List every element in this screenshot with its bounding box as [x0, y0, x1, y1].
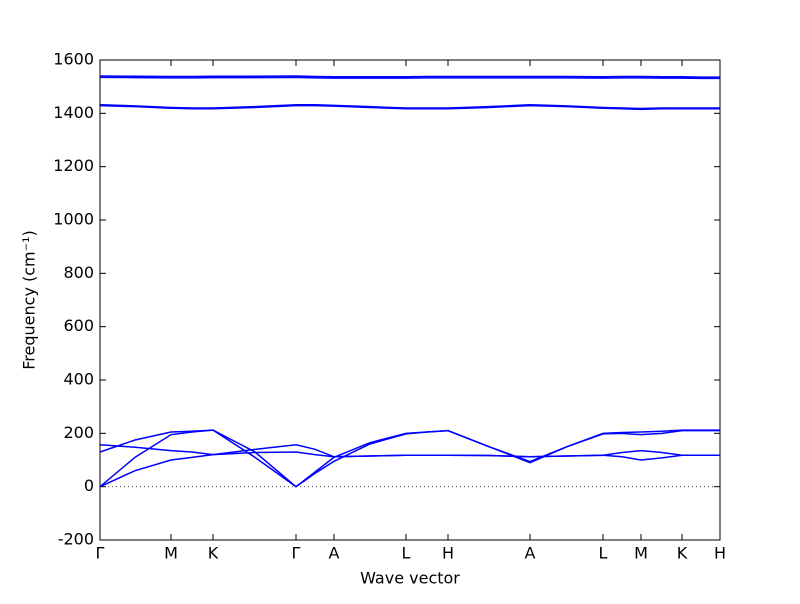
y-tick-label: 1000: [53, 210, 94, 229]
x-tick-label: K: [208, 544, 219, 563]
y-tick-label: 1600: [53, 50, 94, 69]
y-tick-label: 1200: [53, 156, 94, 175]
y-tick-label: 800: [63, 263, 94, 282]
x-axis-label: Wave vector: [360, 569, 460, 588]
y-axis-label: Frequency (cm⁻¹): [20, 230, 39, 369]
y-tick-label: 600: [63, 316, 94, 335]
band-line: [99, 104, 720, 111]
x-tick-label: H: [442, 544, 454, 563]
x-tick-label: K: [677, 544, 688, 563]
y-tick-label: 400: [63, 370, 94, 389]
band-line: [99, 75, 720, 78]
y-tick-label: -200: [58, 530, 94, 549]
band-line: [99, 451, 720, 488]
x-tick-label: H: [714, 544, 726, 563]
y-tick-label: 0: [84, 476, 94, 495]
x-tick-label: Γ: [292, 544, 301, 563]
y-tick-label: 1400: [53, 103, 94, 122]
band-line: [99, 429, 720, 488]
x-tick-label: A: [329, 544, 340, 563]
x-tick-label: A: [525, 544, 536, 563]
plot-frame: [99, 59, 721, 541]
x-tick-label: L: [402, 544, 411, 563]
band-line: [99, 76, 720, 80]
x-tick-label: L: [599, 544, 608, 563]
x-tick-label: M: [634, 544, 648, 563]
y-tick-label: 200: [63, 423, 94, 442]
band-line: [99, 104, 720, 110]
x-tick-label: M: [164, 544, 178, 563]
x-tick-label: Γ: [96, 544, 105, 563]
